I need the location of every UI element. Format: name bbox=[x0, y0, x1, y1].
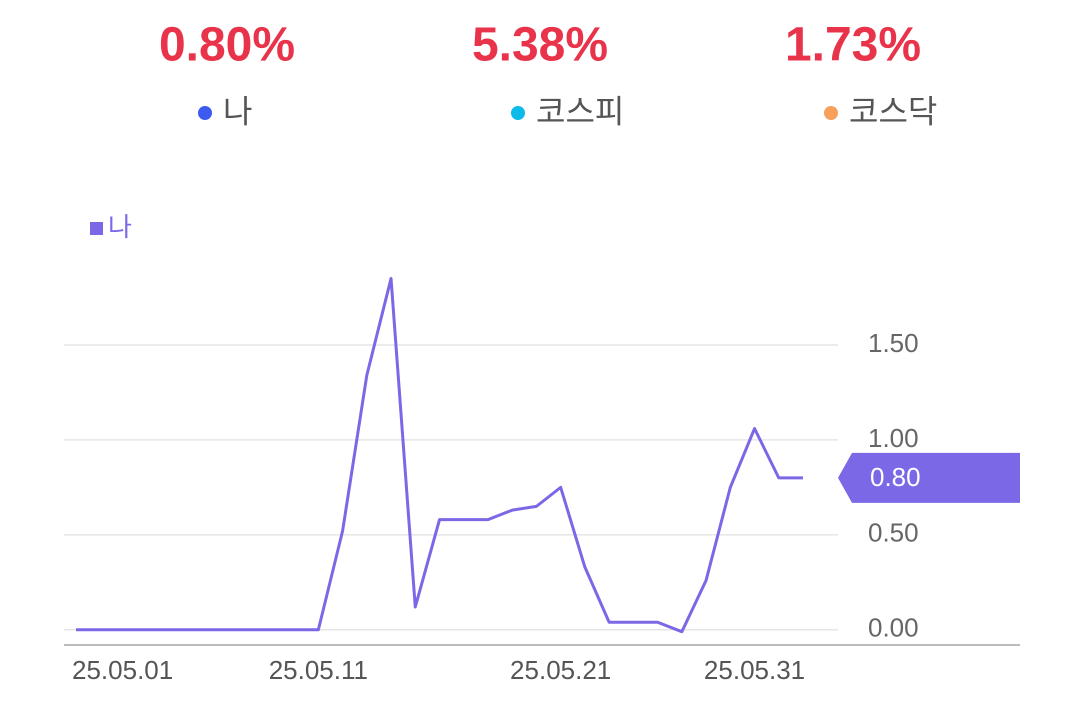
stat-value: 5.38% bbox=[472, 19, 608, 72]
stat-dot bbox=[511, 106, 525, 120]
stat-value: 0.80% bbox=[159, 19, 295, 72]
x-tick-label: 25.05.21 bbox=[510, 655, 611, 685]
x-tick-label: 25.05.31 bbox=[704, 655, 805, 685]
value-tag bbox=[838, 452, 1020, 503]
stat-label: 코스닥 bbox=[849, 93, 937, 129]
y-tick-label: 0.50 bbox=[868, 518, 919, 548]
stat-value: 1.73% bbox=[785, 19, 921, 72]
stat-dot bbox=[198, 106, 212, 120]
series-line bbox=[76, 276, 803, 634]
y-tick-label: 1.00 bbox=[868, 423, 919, 453]
legend-label: 나 bbox=[108, 212, 132, 242]
stat-label: 코스피 bbox=[536, 93, 624, 129]
y-tick-label: 1.50 bbox=[868, 328, 919, 358]
legend-swatch bbox=[90, 222, 103, 235]
y-tick-label: 0.00 bbox=[868, 613, 919, 643]
x-tick-label: 25.05.01 bbox=[72, 655, 173, 685]
value-label: 0.80 bbox=[870, 462, 921, 492]
stat-label: 나 bbox=[223, 93, 252, 129]
stat-dot bbox=[824, 106, 838, 120]
x-tick-label: 25.05.11 bbox=[269, 655, 368, 685]
